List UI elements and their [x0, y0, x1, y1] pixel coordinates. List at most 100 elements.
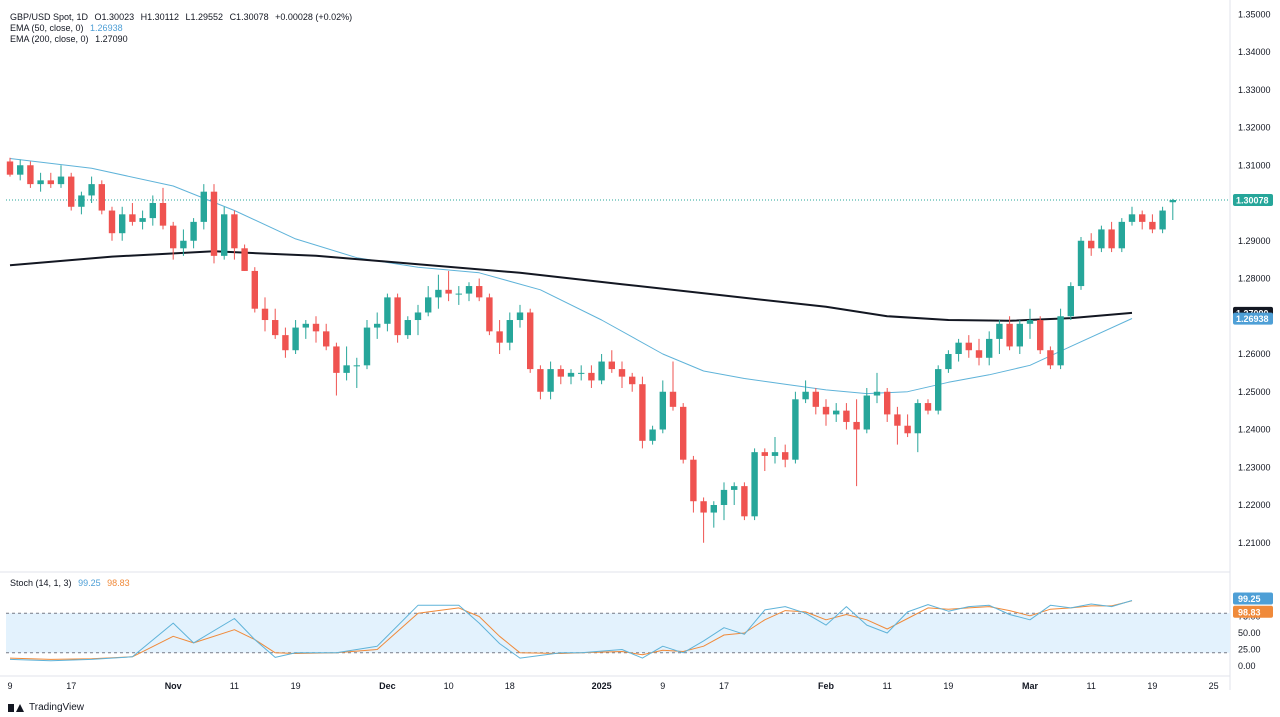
candle-body [312, 323, 320, 332]
candle-body [1016, 323, 1023, 347]
ema50-tag: 1.26938 [1236, 314, 1269, 324]
stoch-k-line [9, 600, 1133, 662]
stoch-label: Stoch (14, 1, 3) [10, 578, 72, 588]
time-tick-label: 19 [943, 681, 953, 691]
candle-body [894, 414, 901, 426]
candle-body [955, 342, 962, 354]
candle-body [47, 180, 54, 185]
stoch-band [6, 613, 1230, 653]
candle-body [761, 452, 768, 456]
candle-body [822, 406, 830, 415]
price-tick-label: 1.24000 [1238, 425, 1271, 435]
candle-body [78, 195, 85, 207]
candle-body [802, 391, 809, 400]
time-tick-label: Nov [165, 681, 182, 691]
candle-body [578, 372, 585, 374]
candle-body [414, 312, 422, 321]
candle-body [771, 452, 779, 456]
last-price-tag: 1.30078 [1236, 196, 1269, 206]
candle-body [27, 165, 34, 185]
candle-body [567, 372, 575, 377]
candle-body [792, 399, 799, 460]
candle-body [618, 369, 626, 377]
candle-body [17, 165, 24, 175]
candle-body [1118, 221, 1125, 249]
candle-body [680, 406, 687, 460]
time-tick-label: Mar [1022, 681, 1039, 691]
time-tick-label: 2025 [592, 681, 612, 691]
price-tick-label: 1.28000 [1238, 274, 1271, 284]
candle-body [384, 297, 391, 324]
candle-body [914, 403, 921, 434]
candle-body [190, 221, 197, 241]
price-tick-label: 1.22000 [1238, 500, 1271, 510]
candle-body [455, 293, 462, 295]
candle-body [1006, 323, 1013, 347]
tradingview-logo[interactable]: TradingView [8, 702, 84, 713]
candle-body [710, 505, 717, 513]
candle-body [404, 320, 411, 336]
candle-body [129, 214, 136, 222]
candle-body [394, 297, 401, 336]
candle-body [159, 203, 167, 226]
time-tick-label: 9 [660, 681, 665, 691]
candle-body [649, 429, 656, 441]
candle-body [782, 452, 789, 460]
stoch-tick-label: 50.00 [1238, 628, 1261, 638]
price-tick-label: 1.32000 [1238, 123, 1271, 133]
candle-body [516, 312, 524, 321]
time-tick-label: 25 [1209, 681, 1219, 691]
ema200-label: EMA (200, close, 0) [10, 34, 89, 44]
candle-body [1169, 199, 1176, 203]
stoch-d-line [9, 600, 1133, 660]
candle-body [863, 395, 870, 430]
candle-body [639, 384, 646, 441]
candle-body [833, 410, 840, 415]
candle-body [904, 425, 911, 434]
candle-body [108, 210, 116, 234]
candle-body [1047, 350, 1054, 366]
candle-body [57, 176, 65, 185]
candle-body [425, 297, 432, 313]
candle-body [1057, 316, 1064, 366]
candle-body [119, 214, 126, 234]
time-tick-label: 10 [444, 681, 454, 691]
ema50-legend: EMA (50, close, 0) 1.26938 [10, 23, 123, 34]
price-tick-label: 1.21000 [1238, 538, 1271, 548]
candle-body [200, 191, 207, 222]
candle-body [996, 323, 1003, 339]
time-tick-label: 11 [883, 681, 892, 691]
candle-body [731, 486, 738, 490]
candle-body [1088, 240, 1095, 249]
candle-body [272, 320, 279, 336]
candle-body [465, 286, 473, 294]
candle-body [251, 270, 258, 309]
ema50-label: EMA (50, close, 0) [10, 23, 84, 33]
price-tick-label: 1.29000 [1238, 236, 1271, 246]
candle-body [527, 312, 534, 370]
candle-body [37, 180, 44, 185]
candle-body [1026, 320, 1034, 324]
candle-body [98, 184, 105, 211]
stoch-tick-label: 0.00 [1238, 661, 1256, 671]
close-value: C1.30078 [229, 12, 269, 22]
stoch-d-value: 98.83 [107, 578, 130, 588]
price-tick-label: 1.33000 [1238, 85, 1271, 95]
candle-body [333, 346, 340, 373]
stoch-legend: Stoch (14, 1, 3) 99.25 98.83 [10, 578, 130, 588]
ema50-tag-box [1233, 312, 1273, 325]
time-tick-label: 9 [7, 681, 12, 691]
candle-body [843, 410, 850, 422]
candle-body [986, 338, 993, 358]
stoch-k-value: 99.25 [78, 578, 101, 588]
candle-body [965, 342, 972, 351]
ema50-line [9, 158, 1133, 395]
candle-body [700, 501, 707, 513]
change-value: +0.00028 (+0.02%) [275, 12, 353, 22]
ema200-legend: EMA (200, close, 0) 1.27090 [10, 34, 128, 45]
ohlc-legend: GBP/USD Spot, 1D O1.30023 H1.30112 L1.29… [10, 12, 352, 23]
candle-body [935, 369, 942, 411]
last-price-tag-box [1233, 194, 1273, 207]
